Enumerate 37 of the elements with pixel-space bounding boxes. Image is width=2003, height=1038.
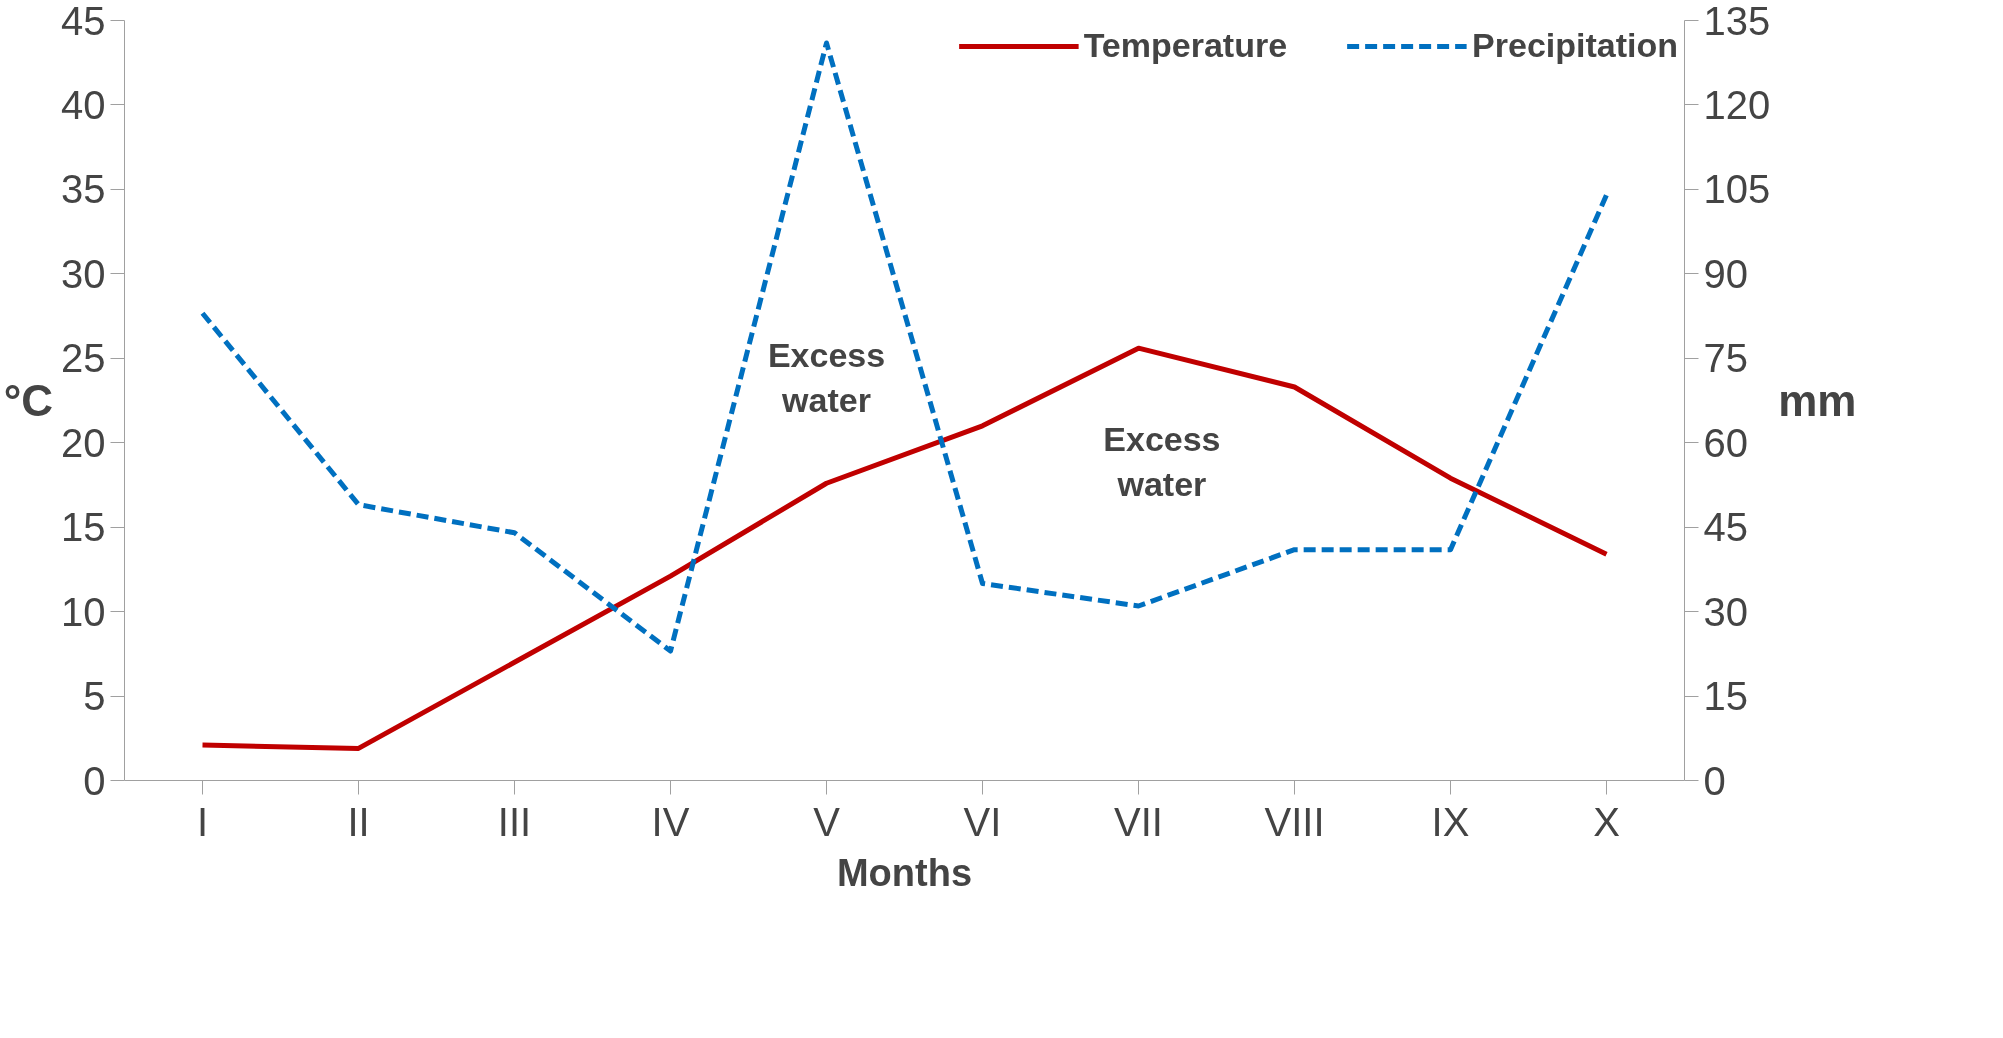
- y2-tick-label: 105: [1703, 167, 1771, 212]
- x-tick-label: I: [196, 799, 209, 844]
- y-tick-label: 5: [83, 674, 106, 719]
- y-tick-label: 0: [83, 758, 106, 803]
- x-tick-label: VI: [963, 799, 1002, 844]
- y-tick-label: 30: [61, 251, 106, 296]
- legend-label: Temperature: [1083, 26, 1288, 65]
- y-tick-label: 45: [61, 0, 106, 43]
- legend-label: Precipitation: [1472, 26, 1678, 65]
- y-tick-label: 25: [61, 336, 106, 381]
- y-axis-title: °C: [3, 376, 54, 425]
- x-tick-label: II: [347, 799, 370, 844]
- y-tick-label: 10: [61, 589, 106, 634]
- y-tick-label: 20: [61, 420, 106, 465]
- x-tick-label: VIII: [1264, 799, 1325, 844]
- x-tick-label: VII: [1114, 799, 1163, 844]
- y2-tick-label: 30: [1703, 589, 1748, 634]
- y2-tick-label: 60: [1703, 420, 1748, 465]
- x-tick-label: IV: [651, 799, 690, 844]
- y2-tick-label: 15: [1703, 674, 1748, 719]
- y-tick-label: 35: [61, 167, 106, 212]
- y2-tick-label: 0: [1703, 758, 1726, 803]
- y-tick-label: 40: [61, 82, 106, 127]
- y-tick-label: 15: [61, 505, 106, 550]
- y2-tick-label: 120: [1703, 82, 1771, 127]
- y2-axis-title: mm: [1778, 376, 1857, 425]
- y2-tick-label: 135: [1703, 0, 1771, 43]
- x-tick-label: III: [497, 799, 532, 844]
- x-tick-label: X: [1593, 799, 1620, 844]
- x-axis-title: Months: [836, 851, 973, 894]
- y2-tick-label: 75: [1703, 336, 1748, 381]
- x-tick-label: IX: [1431, 799, 1470, 844]
- y2-tick-label: 90: [1703, 251, 1748, 296]
- annotation: Excess water: [767, 335, 886, 420]
- y2-tick-label: 45: [1703, 505, 1748, 550]
- x-tick-label: V: [813, 799, 841, 844]
- annotation: Excess water: [1103, 419, 1221, 504]
